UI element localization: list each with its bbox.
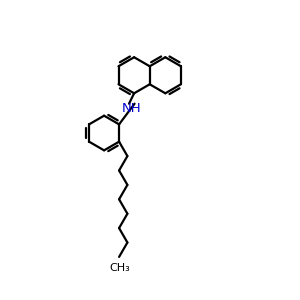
- Text: NH: NH: [122, 102, 142, 115]
- Text: CH₃: CH₃: [110, 263, 130, 273]
